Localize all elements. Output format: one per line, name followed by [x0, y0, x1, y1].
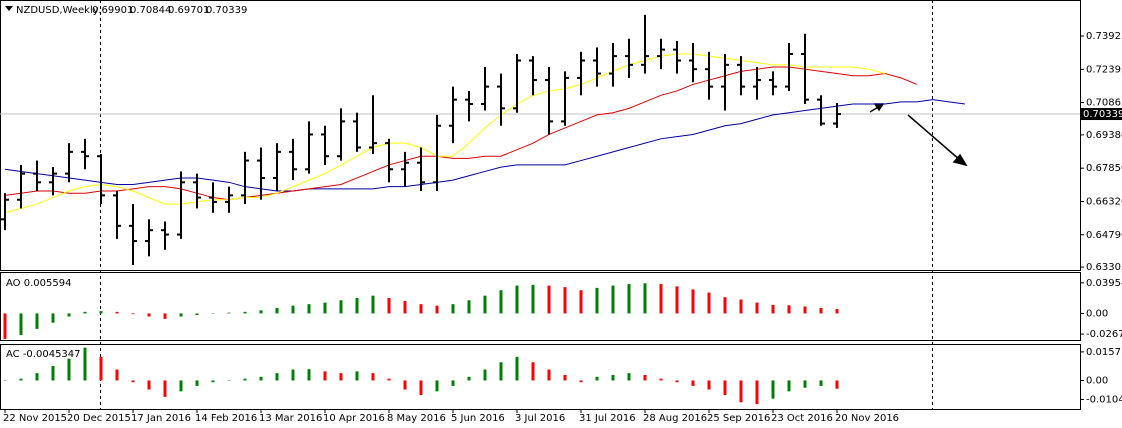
x-tick-label: 8 May 2016: [387, 413, 446, 424]
y-tick-label: 0.63305: [1086, 262, 1122, 273]
x-tick-label: 28 Aug 2016: [643, 413, 707, 424]
header-low: 0.69701: [168, 5, 209, 16]
ao-frame: [0, 272, 1081, 341]
x-tick-label: 14 Feb 2016: [195, 413, 257, 424]
header-high: 0.70844: [130, 5, 171, 16]
x-tick-label: 10 Apr 2016: [323, 413, 385, 424]
ac-frame: [0, 344, 1081, 410]
y-tick-label: 0.00: [1086, 308, 1108, 319]
x-tick-label: 13 Mar 2016: [259, 413, 322, 424]
x-tick-label: 31 Jul 2016: [579, 413, 636, 424]
arrow-line: [907, 114, 961, 161]
header-close: 0.70339: [206, 5, 247, 16]
current-price-label: 0.70339: [1083, 109, 1122, 120]
chart-title: NZDUSD,Weekly: [16, 5, 99, 16]
main-frame: [0, 0, 1081, 271]
x-tick-label: 25 Sep 2016: [707, 413, 770, 424]
y-tick-label: 0.72395: [1086, 64, 1122, 75]
y-tick-label: -0.010440: [1086, 394, 1122, 405]
y-tick-label: 0.039542: [1086, 278, 1122, 289]
x-tick-label: 20 Dec 2015: [67, 413, 131, 424]
indicator-title: AC -0.0045347: [6, 349, 81, 360]
indicator-line: [4, 66, 918, 201]
indicator-line: [4, 53, 886, 214]
y-tick-label: 0.00: [1086, 375, 1108, 386]
header-icon: [5, 6, 13, 11]
x-tick-label: 5 Jun 2016: [451, 413, 505, 424]
y-tick-label: 0.70865: [1086, 98, 1122, 109]
arrow-head: [952, 153, 968, 167]
x-tick-label: 23 Oct 2016: [771, 413, 833, 424]
y-tick-label: -0.026731: [1086, 329, 1122, 340]
panel-frames: [0, 0, 1081, 410]
current-price-box: [1081, 108, 1122, 121]
y-tick-label: 0.73925: [1086, 31, 1122, 42]
x-tick-label: 20 Nov 2016: [835, 413, 899, 424]
indicator-line: [4, 99, 966, 192]
x-tick-label: 17 Jan 2016: [131, 413, 191, 424]
x-tick-label: 22 Nov 2015: [3, 413, 67, 424]
indicator-title: AO 0.005594: [6, 278, 71, 289]
y-tick-label: 0.015711: [1086, 347, 1122, 358]
x-tick-label: 3 Jul 2016: [515, 413, 565, 424]
header-open: 0.69901: [92, 5, 133, 16]
